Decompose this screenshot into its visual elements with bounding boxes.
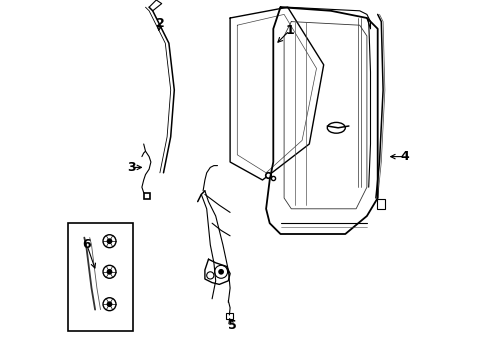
Circle shape xyxy=(106,238,112,244)
Text: 6: 6 xyxy=(82,238,91,251)
Text: 3: 3 xyxy=(126,161,135,174)
Bar xyxy=(376,199,384,209)
Text: 4: 4 xyxy=(400,150,408,163)
Bar xyxy=(225,313,232,319)
Circle shape xyxy=(106,301,112,307)
Circle shape xyxy=(218,269,224,275)
Text: 2: 2 xyxy=(155,17,164,30)
Text: 5: 5 xyxy=(227,319,236,332)
Text: 1: 1 xyxy=(285,24,293,37)
FancyBboxPatch shape xyxy=(68,223,133,331)
Circle shape xyxy=(106,269,112,275)
